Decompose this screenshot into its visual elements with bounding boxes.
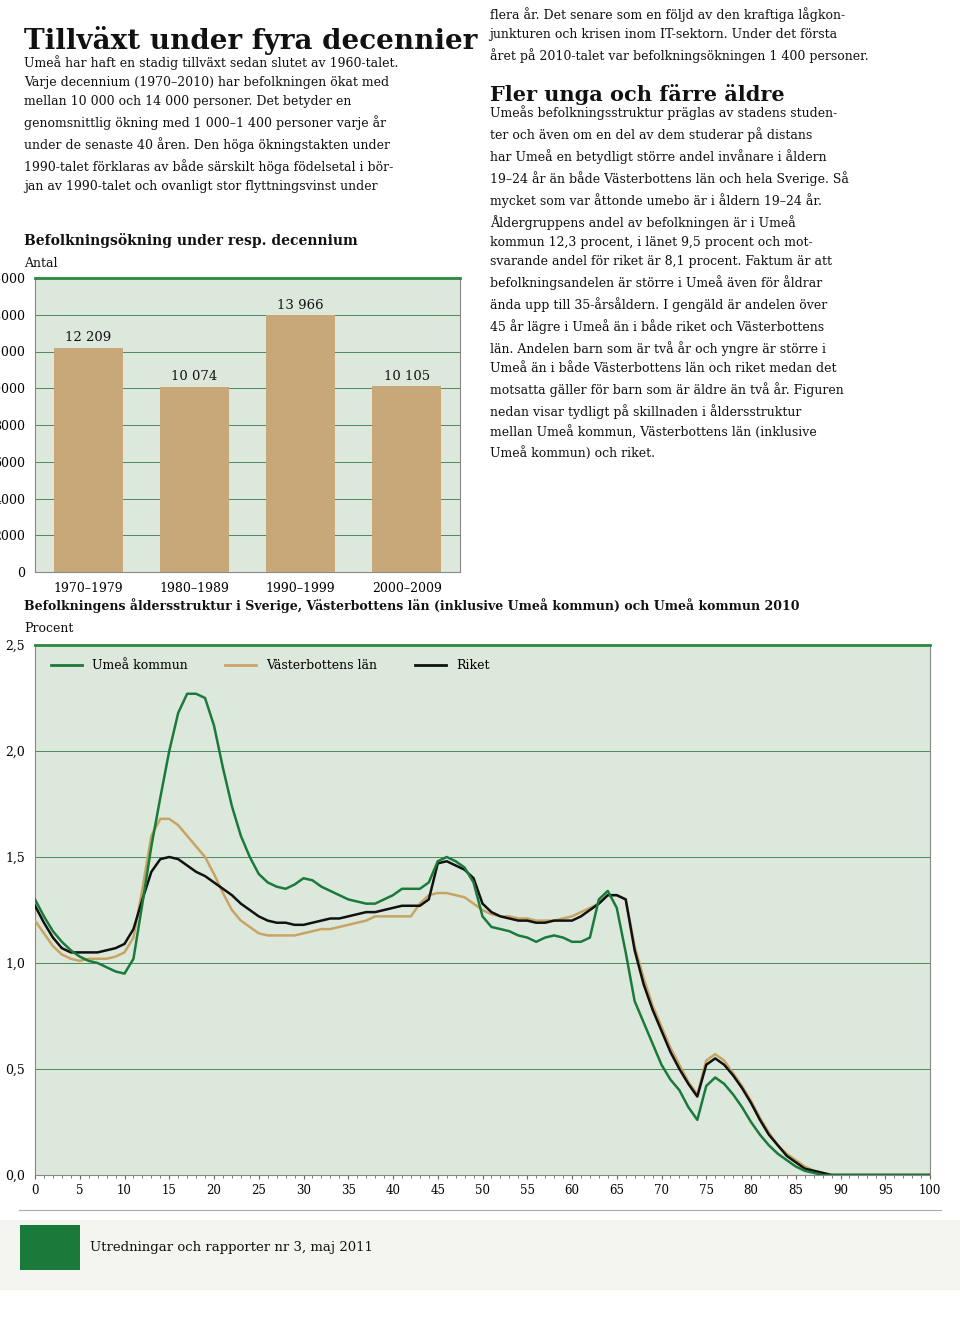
Text: flera år. Det senare som en följd av den kraftiga lågkon-
junkturen och krisen i: flera år. Det senare som en följd av den…	[490, 7, 868, 63]
Text: Fler unga och färre äldre: Fler unga och färre äldre	[490, 84, 784, 105]
Text: 10 074: 10 074	[171, 371, 218, 383]
Legend: Umeå kommun, Västerbottens län, Riket: Umeå kommun, Västerbottens län, Riket	[46, 655, 494, 677]
Text: Utredningar och rapporter nr 3, maj 2011: Utredningar och rapporter nr 3, maj 2011	[90, 1241, 372, 1254]
Text: 10 105: 10 105	[384, 369, 430, 383]
Text: Procent: Procent	[24, 623, 73, 635]
Text: 13 966: 13 966	[277, 299, 324, 312]
Bar	[160, 387, 228, 572]
Text: Umeås befolkningsstruktur präglas av stadens studen-
ter och även om en del av d: Umeås befolkningsstruktur präglas av sta…	[490, 105, 849, 460]
Bar	[266, 316, 335, 572]
Text: 12 209: 12 209	[65, 331, 111, 344]
Text: 4 (9): 4 (9)	[33, 1241, 67, 1254]
Text: Befolkningsökning under resp. decennium: Befolkningsökning under resp. decennium	[24, 233, 358, 248]
Bar	[54, 348, 123, 572]
Bar	[372, 387, 442, 572]
Text: Umeå har haft en stadig tillväxt sedan slutet av 1960-talet.
Varje decennium (19: Umeå har haft en stadig tillväxt sedan s…	[24, 55, 398, 193]
Text: Befolkningens åldersstruktur i Sverige, Västerbottens län (inklusive Umeå kommun: Befolkningens åldersstruktur i Sverige, …	[24, 599, 800, 613]
Text: Antal: Antal	[24, 257, 58, 271]
Text: Tillväxt under fyra decennier: Tillväxt under fyra decennier	[24, 27, 477, 55]
